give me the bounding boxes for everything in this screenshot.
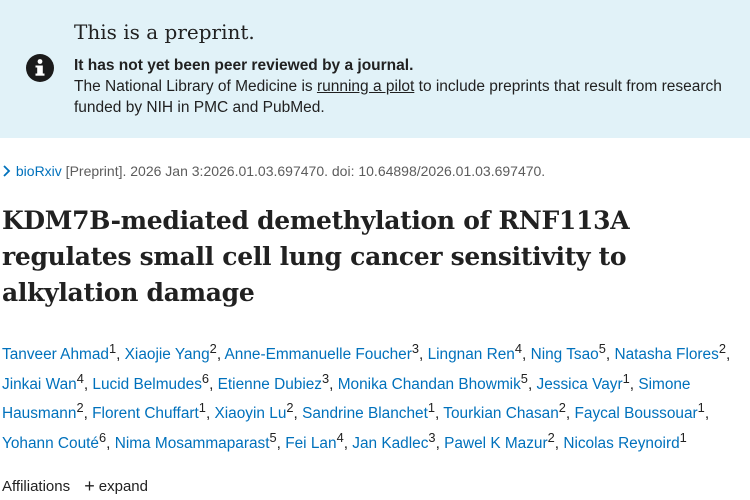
running-pilot-link[interactable]: running a pilot <box>316 78 415 95</box>
affiliation-number[interactable]: 1 <box>427 400 435 416</box>
affiliation-number[interactable]: 4 <box>336 429 344 445</box>
banner-body: It has not yet been peer reviewed by a j… <box>74 55 744 118</box>
affiliation-number[interactable]: 1 <box>697 400 705 416</box>
banner-subtitle: It has not yet been peer reviewed by a j… <box>74 57 414 74</box>
affiliation-number[interactable]: 2 <box>286 400 294 416</box>
chevron-right-icon[interactable] <box>2 165 12 177</box>
affiliation-number[interactable]: 3 <box>411 341 420 356</box>
citation-details: [Preprint]. 2026 Jan 3:2026.01.03.697470… <box>61 163 546 179</box>
author-link[interactable]: Jan Kadlec <box>352 435 429 452</box>
author-link[interactable]: Pawel K Mazur <box>444 435 548 452</box>
journal-link[interactable]: bioRxiv <box>15 163 62 179</box>
affiliation-number[interactable]: 1 <box>679 429 687 445</box>
banner-title: This is a preprint. <box>74 20 255 44</box>
affiliation-number[interactable]: 5 <box>269 429 277 445</box>
affiliation-number[interactable]: 2 <box>547 429 555 445</box>
author-link[interactable]: Xiaoyin Lu <box>214 405 287 423</box>
author-link[interactable]: Yohann Couté <box>2 435 99 452</box>
affiliation-number[interactable]: 2 <box>76 400 84 416</box>
author-link[interactable]: Ning Tsao <box>530 346 599 364</box>
citation-line: bioRxiv [Preprint]. 2026 Jan 3:2026.01.0… <box>2 163 545 179</box>
affiliation-number[interactable]: 5 <box>598 341 606 356</box>
affiliations-row: Affiliations + expand <box>2 476 148 497</box>
affiliation-number[interactable]: 4 <box>514 341 523 356</box>
banner-description: The National Library of Medicine is runn… <box>74 76 744 118</box>
affiliation-number[interactable]: 1 <box>108 341 117 356</box>
author-link[interactable]: Sandrine Blanchet <box>302 405 428 423</box>
author-link[interactable]: Nima Mosammaparast <box>114 435 270 452</box>
affiliation-number[interactable]: 2 <box>209 341 217 356</box>
affiliation-number[interactable]: 2 <box>558 400 566 416</box>
banner-text-after: to include preprints that result from re… <box>74 78 722 116</box>
author-link[interactable]: Fei Lan <box>285 435 337 452</box>
affiliation-number[interactable]: 3 <box>428 429 436 445</box>
author-link[interactable]: Florent Chuffart <box>92 405 199 423</box>
author-link[interactable]: Tanveer Ahmad <box>2 346 109 364</box>
author-link[interactable]: Monika Chandan Bhowmik <box>337 375 521 393</box>
affiliation-number[interactable]: 1 <box>622 370 630 386</box>
affiliations-label: Affiliations <box>2 478 71 495</box>
expand-label: expand <box>98 478 148 495</box>
affiliation-number[interactable]: 1 <box>198 400 206 416</box>
affiliation-number[interactable]: 6 <box>201 370 210 386</box>
affiliation-number[interactable]: 2 <box>718 341 726 356</box>
affiliation-number[interactable]: 4 <box>76 370 84 386</box>
author-link[interactable]: Natasha Flores <box>614 346 719 364</box>
info-icon <box>26 54 54 82</box>
author-list: Tanveer Ahmad1, Xiaojie Yang2, Anne-Emma… <box>2 341 731 452</box>
author-link[interactable]: Tourkian Chasan <box>443 405 559 423</box>
author-link[interactable]: Simone Hausmann <box>2 375 691 423</box>
author-link[interactable]: Xiaojie Yang <box>124 346 210 364</box>
author-link[interactable]: Lucid Belmudes <box>92 375 202 393</box>
affiliation-number[interactable]: 3 <box>322 370 330 386</box>
article-title: KDM7B-mediated demethylation of RNF113A … <box>2 206 630 307</box>
banner-text-before: The National Library of Medicine is <box>74 78 317 95</box>
author-link[interactable]: Lingnan Ren <box>427 346 515 364</box>
author-link[interactable]: Etienne Dubiez <box>217 375 323 393</box>
affiliation-number[interactable]: 6 <box>99 429 107 445</box>
preprint-banner: This is a preprint. It has not yet been … <box>0 0 750 138</box>
affiliation-number[interactable]: 5 <box>520 370 528 386</box>
author-link[interactable]: Faycal Boussouar <box>574 405 698 423</box>
author-link[interactable]: Nicolas Reynoird <box>563 435 680 452</box>
expand-affiliations-button[interactable]: + expand <box>84 476 148 496</box>
author-link[interactable]: Jessica Vayr <box>536 375 623 393</box>
author-link[interactable]: Jinkai Wan <box>2 375 77 393</box>
author-link[interactable]: Anne-Emmanuelle Foucher <box>224 346 412 364</box>
plus-icon: + <box>84 476 95 496</box>
